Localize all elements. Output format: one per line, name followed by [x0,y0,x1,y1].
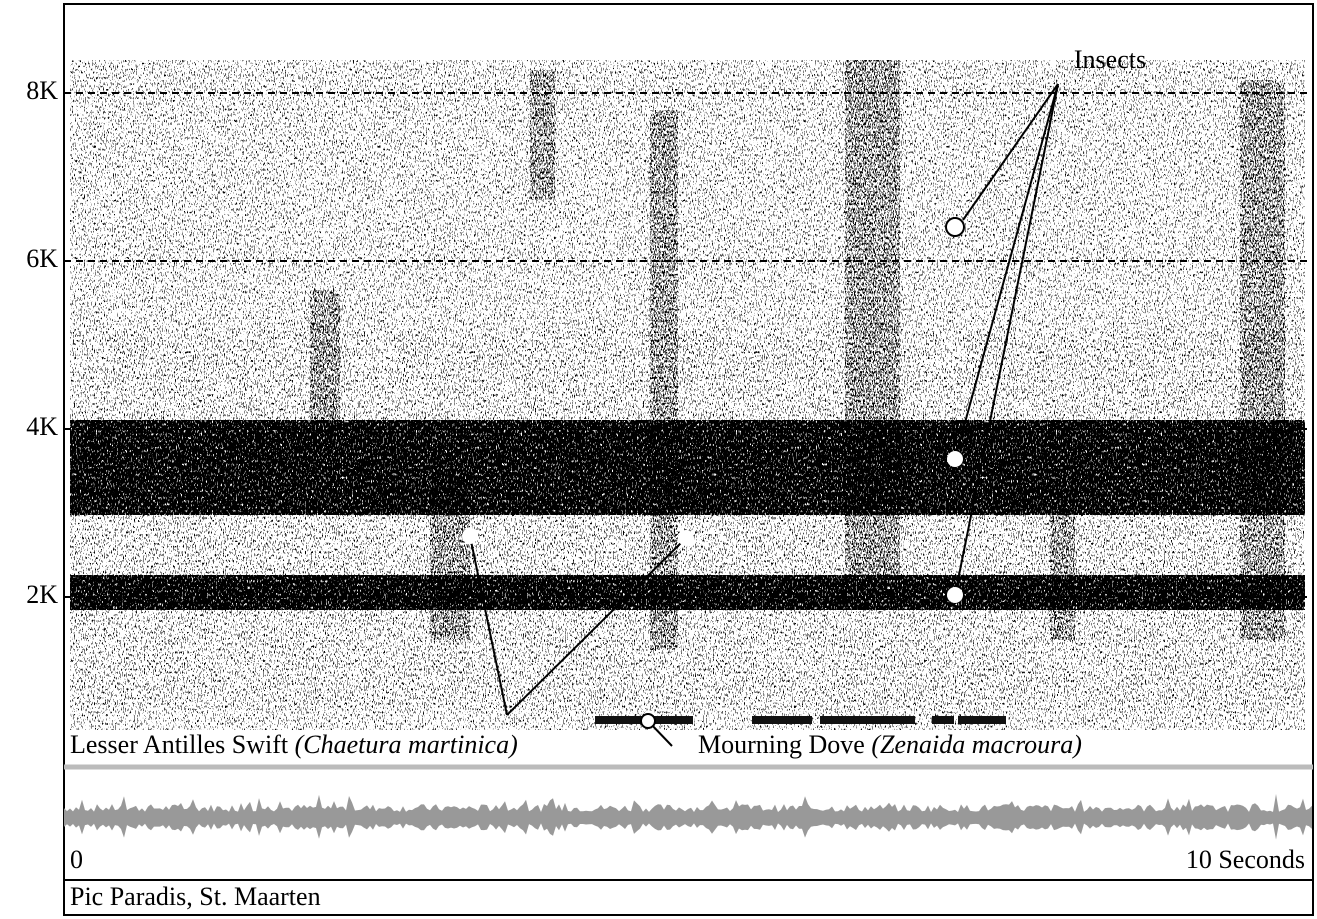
y-tick-label: 8K [26,76,58,105]
y-tick-label: 2K [26,580,58,609]
caption: Pic Paradis, St. Maarten [70,882,321,911]
y-tick-label: 4K [26,412,58,441]
x-tick-label: 10 Seconds [1186,845,1305,874]
annotation: Mourning Dove (Zenaida macroura) [698,730,1082,759]
annotation: Insects [1074,45,1146,74]
annotation-name: Lesser Antilles Swift [70,730,289,759]
figure: Insects Lesser Antilles Swift (Chaetura … [0,0,1317,919]
spectrogram-texture [70,60,1305,730]
annotation: Lesser Antilles Swift (Chaetura martinic… [70,730,518,759]
y-tick-label: 6K [26,244,58,273]
x-tick-label: 0 [70,845,83,874]
annotation-latin: (Chaetura martinica) [295,730,518,759]
annotation-latin: (Zenaida macroura) [871,730,1082,759]
annotation-name: Mourning Dove [698,730,865,759]
